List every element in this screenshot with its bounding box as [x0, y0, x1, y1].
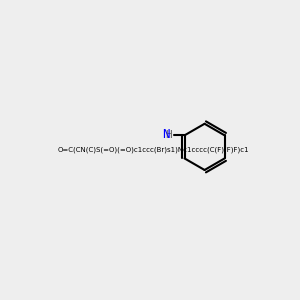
Text: H: H — [165, 130, 172, 140]
Text: N: N — [162, 128, 169, 141]
Text: O=C(CN(C)S(=O)(=O)c1ccc(Br)s1)Nc1cccc(C(F)(F)F)c1: O=C(CN(C)S(=O)(=O)c1ccc(Br)s1)Nc1cccc(C(… — [58, 146, 250, 153]
